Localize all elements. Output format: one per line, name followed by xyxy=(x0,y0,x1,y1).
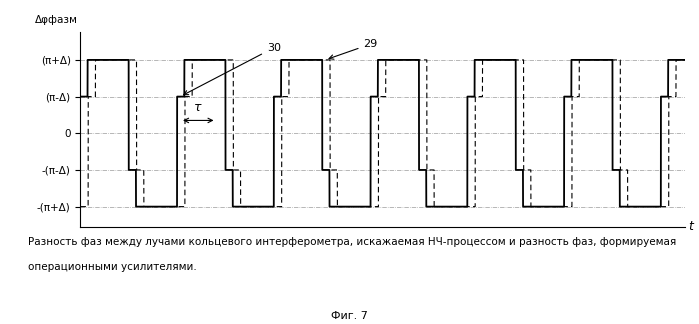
Text: операционными усилителями.: операционными усилителями. xyxy=(28,262,196,272)
Text: Разность фаз между лучами кольцевого интерферометра, искажаемая НЧ-процессом и р: Разность фаз между лучами кольцевого инт… xyxy=(28,237,676,247)
Text: 30: 30 xyxy=(184,43,281,95)
Text: 29: 29 xyxy=(329,39,377,59)
Text: Δφфазм: Δφфазм xyxy=(34,15,78,25)
Text: t: t xyxy=(688,220,693,233)
Text: Фиг. 7: Фиг. 7 xyxy=(331,311,368,321)
Text: $\tau$: $\tau$ xyxy=(194,101,203,114)
